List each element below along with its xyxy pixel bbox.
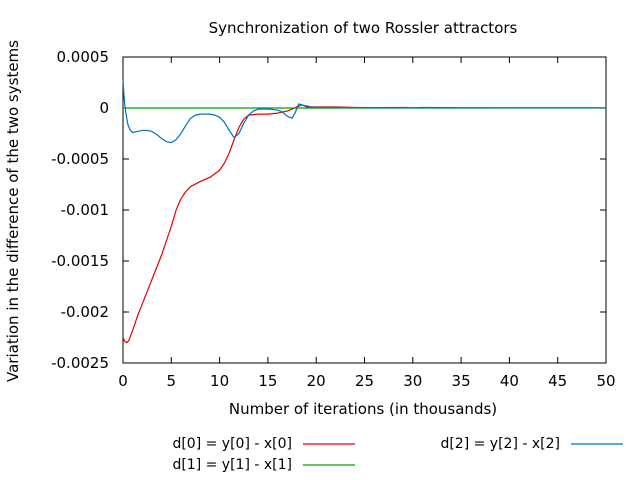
x-tick-label: 40 — [500, 372, 519, 390]
y-tick-label: 0 — [99, 99, 109, 117]
y-tick-label: -0.001 — [61, 201, 109, 219]
plot-area: 0 5 10 15 20 25 30 35 40 45 50 0.0005 0 -0.0005 -0.001… — [51, 48, 615, 390]
chart-title: Synchronization of two Rossler attractor… — [209, 19, 518, 37]
x-tick-label: 35 — [452, 372, 471, 390]
y-tick-label: -0.0025 — [51, 354, 109, 372]
x-tick-label: 45 — [548, 372, 567, 390]
legend: d[0] = y[0] - x[0] d[1] = y[1] - x[1] d[2]… — [172, 436, 623, 473]
y-tick-label: -0.0005 — [51, 150, 109, 168]
y-tick-label: -0.002 — [61, 303, 109, 321]
legend-label-0: d[0] = y[0] - x[0] — [172, 436, 292, 452]
x-tick-label: 5 — [167, 372, 177, 390]
y-tick-label: 0.0005 — [57, 48, 110, 66]
x-tick-label: 50 — [596, 372, 615, 390]
legend-label-2: d[2] = y[2] - x[2] — [440, 436, 560, 452]
y-tick-label: -0.0015 — [51, 252, 109, 270]
x-tick-label: 25 — [355, 372, 374, 390]
x-tick-label: 10 — [210, 372, 229, 390]
x-tick-label: 0 — [118, 372, 128, 390]
x-tick-label: 20 — [307, 372, 326, 390]
x-tick-label: 30 — [403, 372, 422, 390]
x-axis-label: Number of iterations (in thousands) — [229, 400, 497, 418]
legend-label-1: d[1] = y[1] - x[1] — [172, 457, 292, 473]
series-line-2 — [122, 79, 606, 144]
plot-frame — [122, 56, 607, 364]
series-line-0 — [122, 104, 408, 344]
y-axis-label: Variation in the difference of the two s… — [4, 40, 22, 382]
x-tick-label: 15 — [258, 372, 277, 390]
